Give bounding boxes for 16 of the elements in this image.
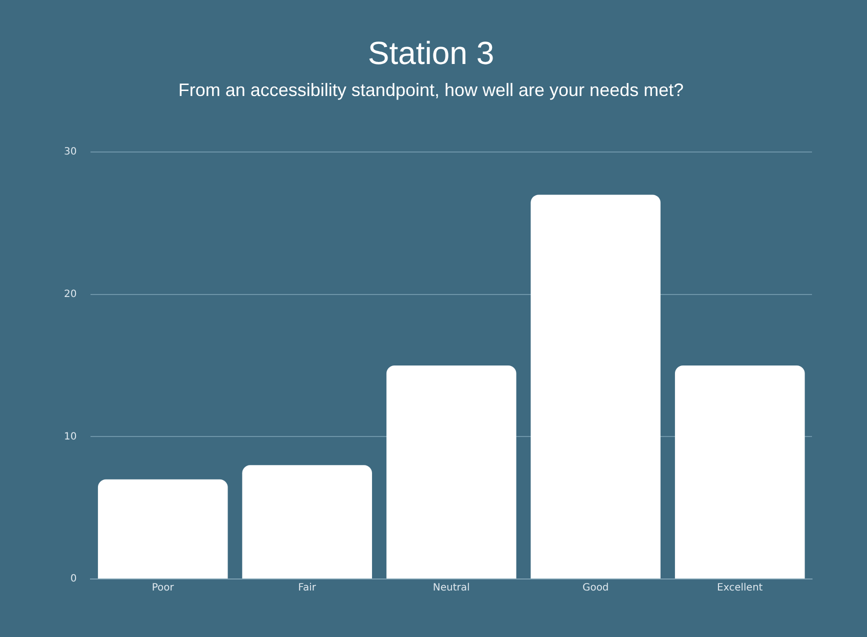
y-tick-label: 0: [70, 574, 77, 585]
bar: [386, 366, 516, 578]
bar: [530, 194, 661, 578]
y-tick-label: 10: [64, 431, 77, 442]
bar: [98, 479, 228, 578]
y-tick-label: 30: [64, 146, 77, 158]
x-tick-label: Good: [582, 582, 609, 594]
y-tick-label: 20: [64, 288, 77, 300]
x-tick-label: Fair: [298, 582, 317, 594]
bar: [674, 366, 805, 578]
x-tick-label: Excellent: [717, 582, 763, 594]
x-tick-label: Poor: [152, 582, 175, 594]
chart-title: Station 3: [368, 35, 494, 72]
bar: [242, 465, 372, 578]
x-tick-label: Neutral: [432, 582, 470, 594]
chart-subtitle: From an accessibility standpoint, how well are your needs met?: [178, 80, 684, 100]
